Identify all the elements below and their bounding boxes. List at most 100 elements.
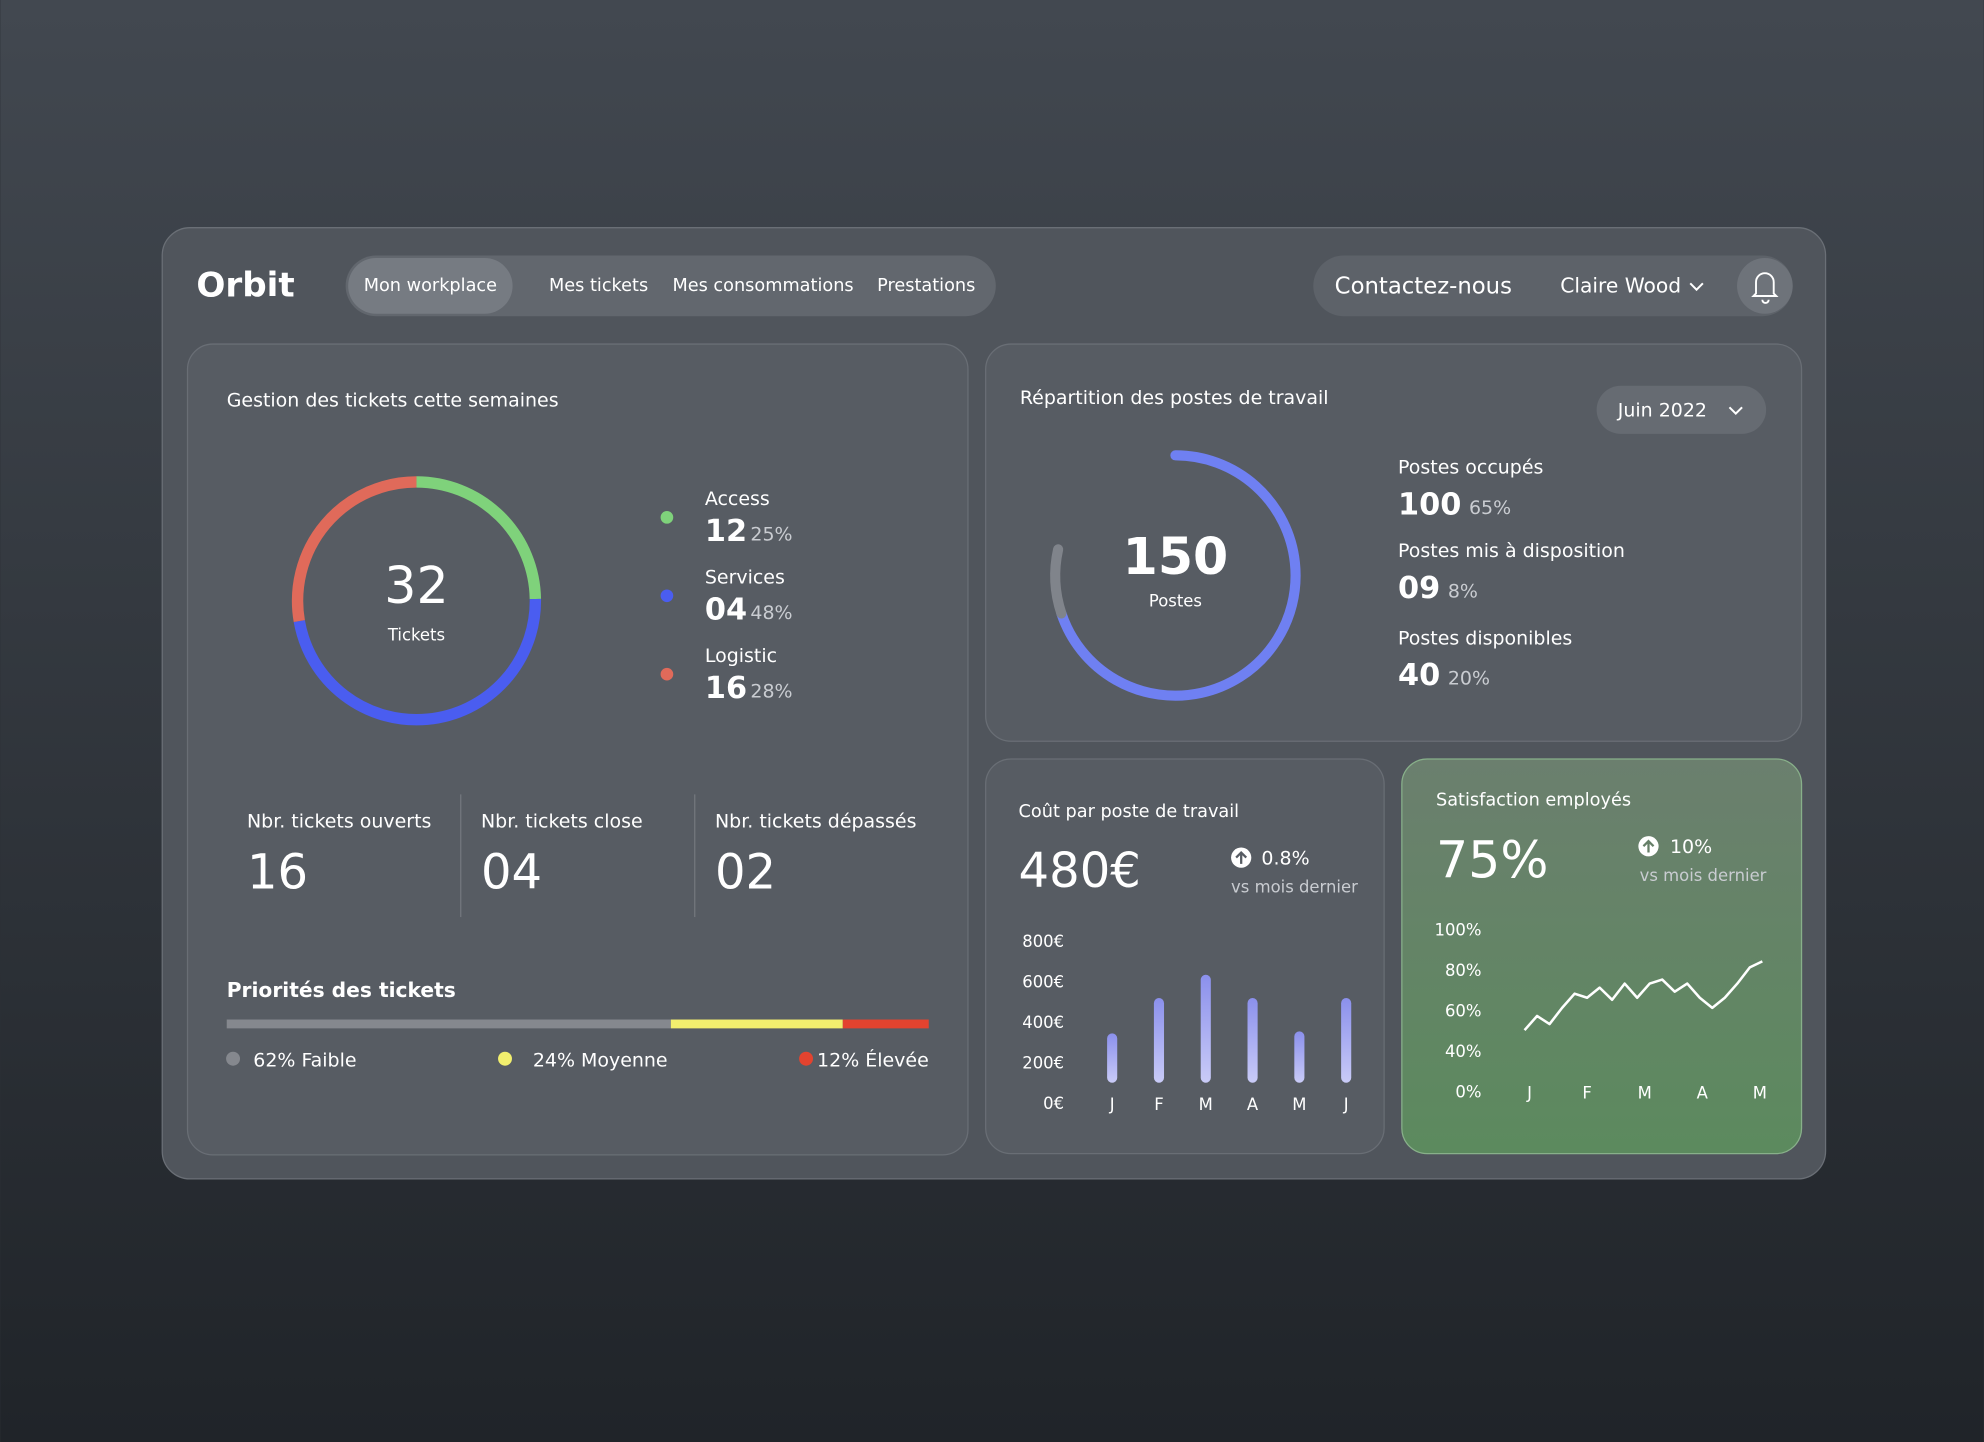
- legend-count: 04: [705, 592, 747, 627]
- x-tick-label: M: [1753, 1084, 1767, 1103]
- period-select[interactable]: [1596, 385, 1767, 434]
- user-bar: [1313, 255, 1793, 317]
- postes-count: 09: [1398, 571, 1440, 606]
- bell-icon: [1751, 272, 1779, 304]
- x-tick-label: A: [1697, 1084, 1709, 1103]
- priority-dot: [799, 1051, 814, 1066]
- up-arrow: [1235, 850, 1248, 864]
- legend-count: 16: [705, 671, 747, 706]
- legend-share: 28%: [750, 680, 792, 702]
- contact-link[interactable]: Contactez-nous: [1335, 274, 1512, 300]
- priority-segment: [226, 1019, 671, 1029]
- card-title: Satisfaction employés: [1436, 791, 1631, 811]
- x-tick-label: M: [1199, 1095, 1213, 1114]
- legend-dot: [660, 589, 674, 603]
- x-tick-label: A: [1247, 1095, 1259, 1114]
- priority-dot: [226, 1051, 241, 1066]
- legend-dot: [660, 667, 674, 681]
- line: [1523, 960, 1763, 1031]
- chevron: [1728, 406, 1743, 416]
- postes-card: [985, 343, 1803, 742]
- bar: [1107, 1033, 1118, 1083]
- donut-segment: [293, 598, 542, 726]
- donut-segment: [416, 476, 542, 600]
- stat-value: 04: [481, 844, 542, 900]
- donut-label: Tickets: [387, 626, 445, 645]
- stat-value: 02: [715, 844, 776, 900]
- legend-name: Services: [705, 567, 785, 589]
- legend-name: Logistic: [705, 645, 777, 667]
- card-title: Coût par poste de travail: [1019, 802, 1240, 822]
- nav-bar: [345, 255, 996, 317]
- y-tick-label: 0€: [1043, 1094, 1064, 1113]
- kpi-note: vs mois dernier: [1640, 866, 1767, 885]
- donut-segment: [291, 476, 417, 623]
- period-value: Juin 2022: [1617, 400, 1707, 422]
- postes-name: Postes disponibles: [1398, 627, 1572, 649]
- priority-dot: [498, 1051, 512, 1066]
- card-title: Répartition des postes de travail: [1020, 387, 1329, 409]
- x-tick-label: M: [1292, 1095, 1306, 1114]
- postes-count: 40: [1398, 658, 1440, 693]
- donut-total: 32: [384, 556, 448, 615]
- bar: [1247, 998, 1258, 1083]
- stat-value: 16: [247, 844, 308, 900]
- user-menu[interactable]: Claire Wood: [1560, 274, 1681, 298]
- priority-label: 62% Faible: [253, 1050, 356, 1072]
- kpi-value: 75%: [1436, 830, 1548, 889]
- nav-item[interactable]: Mes consommations: [672, 276, 853, 296]
- priority-label: 24% Moyenne: [533, 1050, 668, 1072]
- priorities-title: Priorités des tickets: [227, 978, 456, 1002]
- x-tick-label: F: [1154, 1095, 1163, 1114]
- card-title: Gestion des tickets cette semaines: [227, 389, 559, 411]
- nav-active: [348, 258, 513, 314]
- nav-item[interactable]: Mes tickets: [549, 276, 648, 296]
- y-tick-label: 100%: [1435, 920, 1482, 939]
- kpi-delta: 0.8%: [1261, 847, 1309, 869]
- postes-share: 20%: [1448, 668, 1490, 690]
- satisfaction-card: [1401, 758, 1803, 1155]
- postes-name: Postes mis à disposition: [1398, 540, 1625, 562]
- legend-count: 12: [705, 514, 747, 549]
- stat-label: Nbr. tickets dépassés: [715, 811, 917, 833]
- bar: [1294, 1031, 1305, 1083]
- bar: [1153, 998, 1165, 1083]
- kpi-note: vs mois dernier: [1231, 877, 1358, 896]
- y-tick-label: 40%: [1445, 1042, 1482, 1061]
- ring-segment: [1050, 544, 1067, 619]
- y-tick-label: 60%: [1445, 1001, 1482, 1020]
- kpi-value: 480€: [1019, 843, 1141, 899]
- priority-segment: [670, 1019, 843, 1029]
- y-tick-label: 800€: [1022, 932, 1064, 951]
- cost-card: [985, 758, 1385, 1155]
- legend-dot: [660, 511, 674, 524]
- nav-item[interactable]: Prestations: [877, 276, 975, 296]
- bar: [1200, 974, 1211, 1083]
- postes-count: 100: [1398, 487, 1461, 522]
- ring-label: Postes: [1149, 592, 1202, 611]
- ring-segment: [1056, 450, 1301, 701]
- priority-label: 12% Élevée: [817, 1049, 929, 1072]
- bar: [1341, 998, 1352, 1083]
- x-tick-label: J: [1109, 1095, 1115, 1114]
- tickets-card: [186, 343, 969, 1156]
- kpi-delta: 10%: [1670, 836, 1712, 858]
- nav-item[interactable]: Mon workplace: [364, 276, 497, 296]
- bell-button[interactable]: [1737, 258, 1793, 314]
- legend-share: 48%: [750, 602, 792, 624]
- stat-label: Nbr. tickets close: [481, 811, 643, 833]
- postes-share: 8%: [1448, 580, 1478, 602]
- chevron: [1689, 282, 1704, 292]
- postes-share: 65%: [1469, 497, 1511, 519]
- ring-total: 150: [1123, 527, 1229, 586]
- stat-label: Nbr. tickets ouverts: [247, 811, 431, 833]
- y-tick-label: 80%: [1445, 961, 1482, 980]
- postes-name: Postes occupés: [1398, 457, 1543, 479]
- y-tick-label: 200€: [1022, 1053, 1064, 1072]
- y-tick-label: 400€: [1022, 1013, 1064, 1032]
- x-tick-label: J: [1343, 1095, 1349, 1114]
- x-tick-label: F: [1582, 1084, 1591, 1103]
- y-tick-label: 0%: [1455, 1082, 1481, 1101]
